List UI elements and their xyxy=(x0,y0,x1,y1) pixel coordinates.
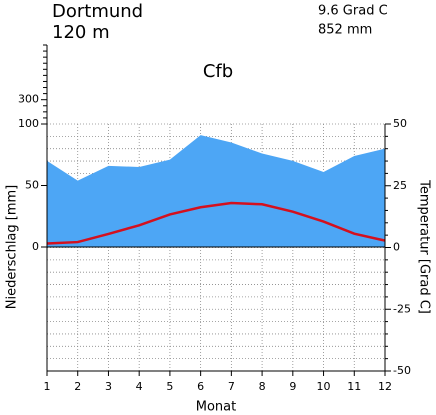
x-tick-label: 3 xyxy=(105,380,112,393)
x-tick-label: 4 xyxy=(136,380,143,393)
y2-tick-label: 25 xyxy=(393,179,407,192)
x-tick-label: 6 xyxy=(197,380,204,393)
x-tick-label: 5 xyxy=(166,380,173,393)
x-tick-label: 1 xyxy=(44,380,51,393)
x-tick-label: 7 xyxy=(228,380,235,393)
y-tick-label: 100 xyxy=(18,117,39,130)
x-tick-label: 2 xyxy=(74,380,81,393)
annual-precipitation: 852 mm xyxy=(318,23,372,38)
mean-temperature: 9.6 Grad C xyxy=(318,4,388,19)
x-tick-label: 12 xyxy=(378,380,392,393)
climate-class: Cfb xyxy=(203,61,233,82)
y2-tick-label: -50 xyxy=(393,364,411,377)
y2-axis-label: Temperatur [Grad C] xyxy=(417,179,432,314)
x-tick-label: 9 xyxy=(289,380,296,393)
x-tick-label: 11 xyxy=(347,380,361,393)
chart-title: Dortmund xyxy=(52,1,143,22)
precipitation-area xyxy=(47,135,385,247)
x-axis-label: Monat xyxy=(196,400,236,415)
y2-tick-label: -25 xyxy=(393,302,411,315)
y-tick-label: 50 xyxy=(25,179,39,192)
y-tick-label: 0 xyxy=(32,240,39,253)
x-tick-label: 8 xyxy=(259,380,266,393)
temperature-line xyxy=(46,201,386,245)
x-tick-label: 10 xyxy=(317,380,331,393)
chart-subtitle: 120 m xyxy=(52,22,110,43)
y-upper-tick-label: 300 xyxy=(18,93,39,106)
y2-tick-label: 0 xyxy=(393,241,400,254)
y2-tick-label: 50 xyxy=(393,117,407,130)
y-axis-label: Niederschlag [mm] xyxy=(5,185,20,310)
